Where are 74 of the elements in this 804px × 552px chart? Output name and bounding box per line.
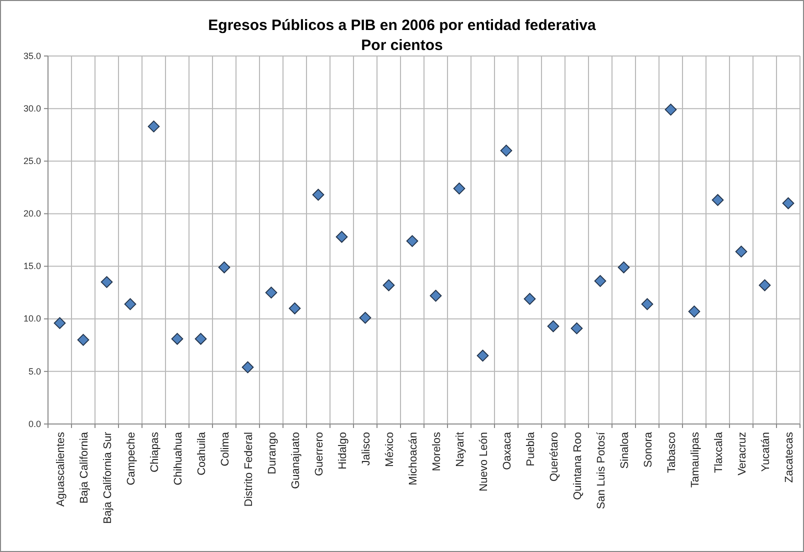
x-tick-label: Jalisco: [360, 432, 372, 466]
point: [218, 261, 230, 274]
point: [735, 246, 748, 258]
point: [524, 292, 536, 305]
x-tick-label: México: [384, 432, 396, 467]
x-tick-label: Yucatán: [760, 432, 772, 472]
y-tick-label: 20.0: [23, 208, 41, 219]
x-tick-label: Baja California Sur: [102, 432, 114, 524]
point: [54, 317, 66, 329]
point: [124, 298, 136, 310]
x-tick-label: Guerrero: [313, 432, 326, 476]
point: [288, 302, 301, 314]
point: [77, 334, 90, 346]
x-tick-label: Chiapas: [148, 432, 161, 472]
y-tick-label: 25.0: [23, 156, 41, 166]
x-tick-label: Baja California: [78, 431, 90, 504]
point: [194, 332, 207, 345]
y-tick-label: 30.0: [23, 103, 41, 114]
point: [171, 332, 184, 345]
x-tick-label: Michoacán: [407, 432, 420, 486]
point: [265, 286, 278, 298]
x-tick-label: Querétaro: [548, 432, 560, 482]
point: [312, 188, 324, 201]
point: [430, 290, 442, 302]
point: [618, 261, 630, 274]
point: [242, 361, 254, 374]
x-tick-label: Coahuila: [196, 431, 208, 476]
point: [641, 298, 654, 310]
point: [382, 279, 395, 292]
point: [712, 194, 724, 206]
x-tick-label: Colima: [219, 431, 232, 466]
y-tick-label: 10.0: [23, 314, 41, 324]
point: [594, 275, 606, 287]
x-tick-label: Chihuahua: [172, 431, 184, 486]
y-tick-label: 5.0: [28, 366, 41, 376]
x-tick-label: Tamaulipas: [689, 432, 702, 488]
y-tick-label: 15.0: [23, 261, 41, 272]
point: [782, 197, 794, 210]
x-tick-label: Aguascalientes: [54, 432, 67, 507]
point: [547, 320, 560, 332]
x-tick-label: Distrito Federal: [242, 432, 255, 507]
x-tick-label: Sinaloa: [618, 431, 631, 469]
x-tick-label: Morelos: [430, 432, 443, 472]
point: [453, 182, 466, 194]
y-tick-label: 0.0: [28, 418, 41, 429]
x-tick-label: Campeche: [125, 432, 138, 486]
x-tick-label: Puebla: [524, 431, 537, 466]
point: [148, 120, 160, 132]
x-tick-label: Guanajuato: [290, 432, 302, 489]
chart-title: Egresos Públicos a PIB en 2006 por entidad federativa: [208, 17, 596, 34]
x-tick-label: Veracruz: [736, 432, 748, 476]
point: [406, 235, 418, 247]
point: [664, 104, 677, 116]
point: [570, 322, 583, 334]
point: [100, 276, 113, 288]
point: [336, 230, 348, 243]
x-tick-label: Durango: [266, 432, 278, 474]
y-tick-label: 35.0: [23, 50, 41, 61]
x-tick-label: Oaxaca: [501, 431, 514, 470]
x-tick-label: Tlaxcala: [712, 431, 725, 473]
chart-subtitle: Por cientos: [361, 37, 443, 54]
point: [758, 279, 771, 292]
point: [500, 144, 512, 157]
x-tick-label: Nuevo León: [478, 432, 490, 492]
x-tick-label: Sonora: [642, 431, 654, 468]
point: [359, 312, 372, 324]
x-tick-label: San Luis Potosí: [595, 431, 608, 510]
x-tick-label: Tabasco: [666, 432, 678, 473]
x-tick-label: Quintana Roo: [572, 432, 584, 500]
x-tick-label: Nayarit: [454, 432, 466, 467]
point: [476, 350, 489, 362]
x-tick-label: Hidalgo: [336, 432, 349, 470]
x-tick-label: Zacatecas: [783, 432, 796, 483]
point: [688, 306, 700, 318]
